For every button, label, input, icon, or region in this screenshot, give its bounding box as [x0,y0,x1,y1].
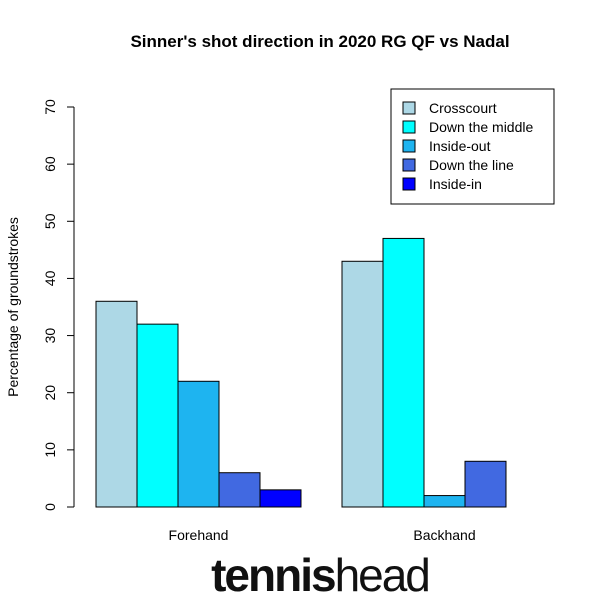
legend-swatch [402,120,416,134]
x-category-label: Backhand [413,527,475,543]
legend-swatch [402,177,416,191]
logo-part2: head [335,549,429,601]
y-tick-label: 30 [42,328,58,344]
x-category-label: Forehand [169,527,229,543]
legend: Crosscourt Down the middle Inside-out Down … [390,88,555,205]
legend-label: Down the middle [429,119,533,135]
y-tick-label: 20 [42,385,58,401]
y-tick-label: 40 [42,270,58,286]
y-tick-label: 50 [42,213,58,229]
bar-backhand-down-the-middle [382,237,425,508]
y-tick-label: 0 [42,503,58,511]
y-tick-label: 70 [42,99,58,115]
tennishead-logo: tennishead [211,549,431,601]
legend-label: Crosscourt [429,100,497,116]
legend-swatch [402,139,416,153]
y-axis-label: Percentage of groundstrokes [5,217,21,397]
legend-box [390,88,555,205]
y-tick-label: 60 [42,156,58,172]
legend-swatch [402,101,416,115]
y-tick-label: 10 [42,442,58,458]
bars [95,237,507,508]
bar-forehand-crosscourt [95,300,138,508]
bar-forehand-down-the-middle [136,323,179,508]
svg-text:tennishead: tennishead [211,549,429,601]
bar-forehand-inside-in [259,489,302,508]
bar-backhand-crosscourt [341,260,384,508]
x-axis-labels: Forehand Backhand [169,527,476,543]
bar-backhand-down-the-line [464,460,507,508]
chart-title: Sinner's shot direction in 2020 RG QF vs… [130,32,509,51]
bar-forehand-down-the-line [218,472,261,508]
bar-forehand-inside-out [177,380,220,508]
y-axis: 0 10 20 30 40 50 60 70 [42,99,75,511]
legend-label: Inside-out [429,138,491,154]
legend-label: Inside-in [429,176,482,192]
bar-backhand-inside-out [423,495,466,508]
legend-label: Down the line [429,157,514,173]
legend-swatch [402,158,416,172]
logo-part1: tennis [211,549,335,601]
